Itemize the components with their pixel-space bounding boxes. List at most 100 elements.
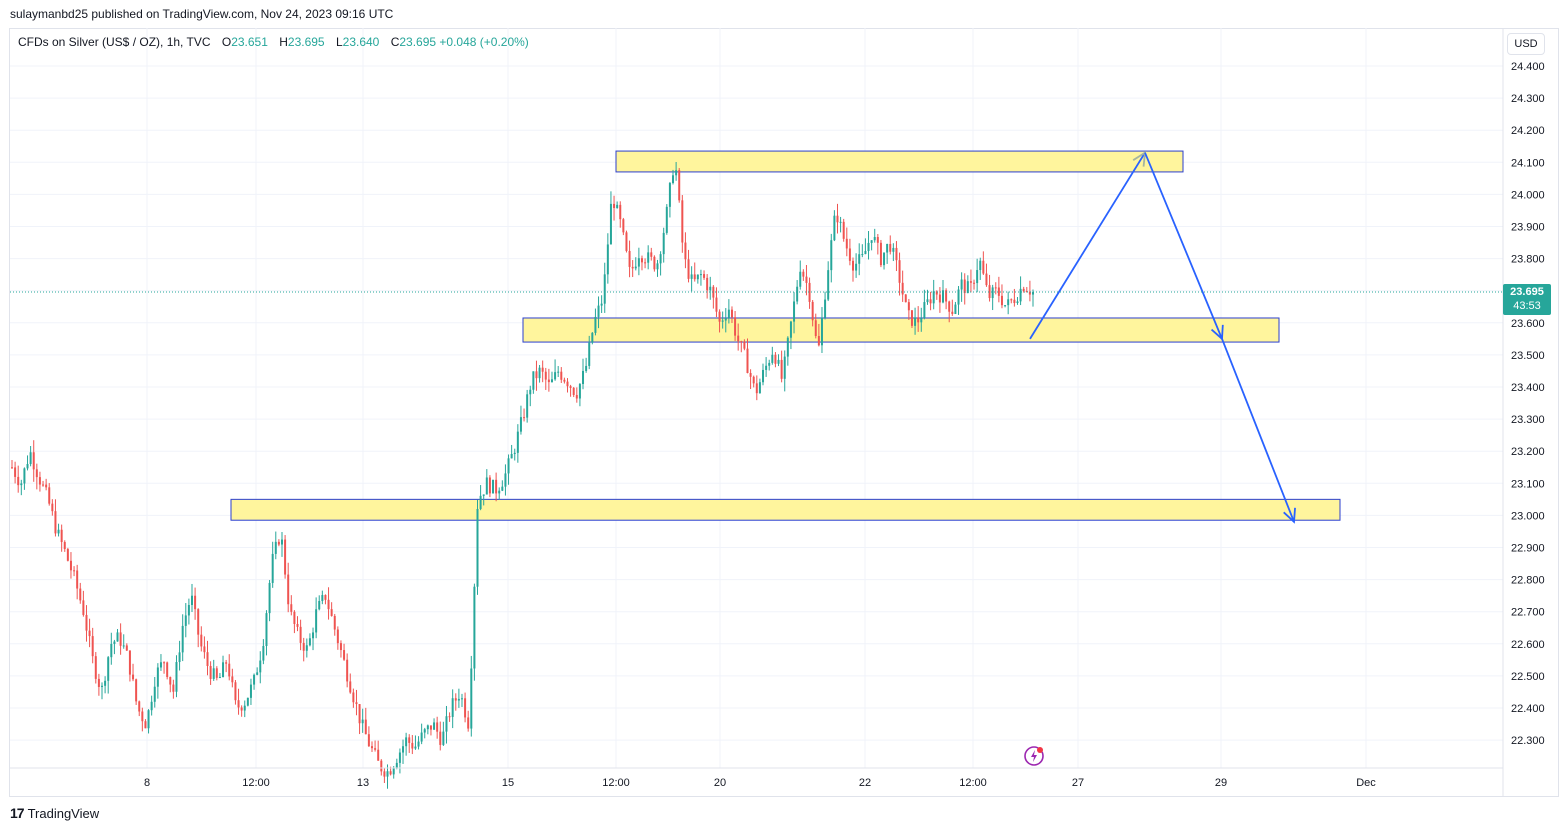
candle-body: [609, 203, 612, 245]
candle-body: [246, 697, 249, 706]
time-axis-labels: 8 12:00 13 15 12:00 20 22 12:00 27 29 Dec: [144, 777, 1376, 789]
candle-body: [1013, 299, 1016, 304]
x-tick-label: 29: [1215, 777, 1227, 789]
candle-body: [659, 254, 662, 264]
candle-body: [51, 503, 54, 512]
candle-body: [780, 359, 783, 379]
candle-body: [935, 291, 938, 295]
candle-body: [197, 609, 200, 635]
candle-body: [88, 630, 91, 637]
candle-body: [1016, 301, 1019, 304]
candle-body: [299, 626, 302, 643]
candle-body: [606, 244, 609, 275]
symbol-label: CFDs on Silver (US$ / OZ), 1h, TVC: [18, 35, 211, 49]
candle-body: [575, 394, 578, 399]
flash-icon[interactable]: [1023, 745, 1045, 767]
candle-body: [147, 710, 150, 729]
candle-body: [892, 247, 895, 252]
candle-body: [619, 204, 622, 220]
candle-body: [402, 746, 405, 753]
candle-body: [836, 215, 839, 223]
candle-body: [901, 282, 904, 295]
candle-body: [367, 734, 370, 747]
candle-body: [594, 316, 597, 333]
x-tick-label: 12:00: [242, 777, 270, 789]
last-price-badge: 23.695 43:53: [1503, 284, 1551, 315]
bar-countdown: 43:53: [1513, 300, 1541, 312]
projection-segment: [1221, 338, 1295, 523]
candle-body: [969, 281, 972, 283]
candle-body: [833, 215, 836, 241]
candle-body: [640, 258, 643, 263]
candle-body: [398, 752, 401, 763]
candle-body: [225, 662, 228, 664]
zones-layer: [230, 150, 1341, 521]
candle-body: [690, 274, 693, 279]
candle-body: [79, 588, 82, 601]
candle-body: [979, 260, 982, 271]
candle-body: [482, 494, 485, 496]
candle-body: [386, 771, 389, 777]
candle-body: [997, 287, 1000, 296]
candle-body: [727, 309, 730, 319]
candle-body: [566, 381, 569, 387]
candle-body: [135, 679, 138, 702]
candle-body: [613, 203, 616, 209]
candle-body: [873, 237, 876, 241]
candles-layer: [11, 161, 1034, 789]
candle-body: [724, 318, 727, 321]
candle-body: [293, 611, 296, 624]
currency-button[interactable]: USD: [1507, 33, 1545, 55]
close-value: 23.695: [399, 35, 437, 49]
tradingview-logo-icon: 17: [10, 805, 25, 821]
candle-body: [709, 286, 712, 291]
candle-body: [234, 682, 237, 701]
candle-body: [740, 341, 743, 343]
y-tick-label: 23.100: [1511, 478, 1545, 490]
candle-body: [346, 659, 349, 682]
candle-body: [721, 320, 724, 322]
candle-body: [650, 252, 653, 257]
tradingview-logo[interactable]: 17 TradingView: [10, 805, 99, 821]
candle-body: [1032, 292, 1034, 295]
candle-body: [718, 311, 721, 322]
candle-body: [696, 274, 699, 280]
candle-body: [1019, 288, 1022, 302]
candle-body: [312, 632, 315, 639]
candle-body: [150, 701, 153, 711]
candle-body: [734, 317, 737, 336]
candle-body: [274, 541, 277, 554]
candle-body: [712, 286, 715, 298]
candle-body: [321, 595, 324, 601]
candle-body: [783, 356, 786, 379]
candle-body: [513, 452, 516, 455]
change-value: +0.048 (+0.20%): [439, 35, 529, 49]
projection-segment: [1144, 152, 1223, 340]
candle-body: [141, 711, 144, 722]
candle-body: [634, 266, 637, 269]
chart-frame: [9, 28, 1559, 797]
y-tick-label: 22.800: [1511, 575, 1545, 587]
y-tick-label: 24.300: [1511, 93, 1545, 105]
candle-body: [907, 302, 910, 311]
candle-body: [104, 680, 107, 686]
candle-body: [228, 663, 231, 677]
low-value: 23.640: [342, 35, 380, 49]
candle-body: [206, 652, 209, 667]
candle-body: [45, 484, 48, 488]
candle-body: [433, 722, 436, 730]
candle-body: [746, 348, 749, 374]
candle-body: [370, 746, 373, 749]
candle-body: [864, 251, 867, 255]
candle-body: [973, 282, 976, 284]
candle-body: [457, 698, 460, 701]
candle-body: [339, 643, 342, 651]
y-tick-label: 24.200: [1511, 125, 1545, 137]
x-tick-label: 12:00: [959, 777, 987, 789]
y-tick-label: 23.400: [1511, 382, 1545, 394]
candle-body: [538, 367, 541, 379]
candle-body: [253, 674, 256, 685]
candle-body: [879, 242, 882, 266]
candle-body: [429, 725, 432, 730]
